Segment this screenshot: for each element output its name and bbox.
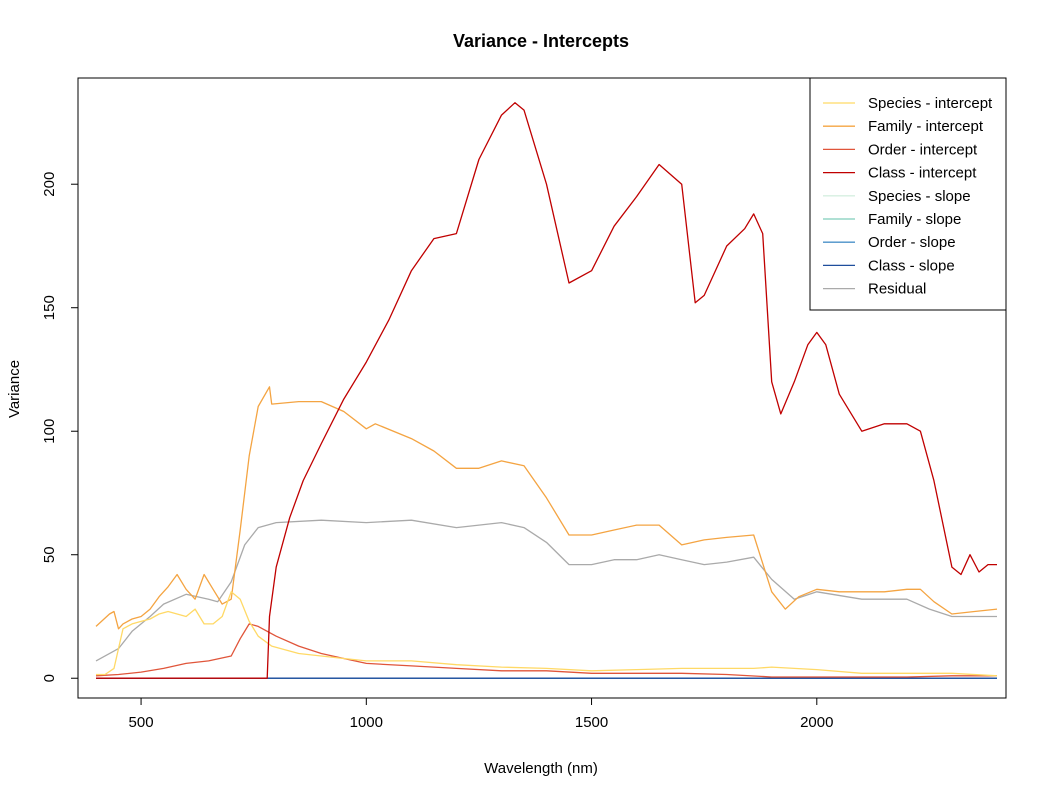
x-tick-label: 1500 xyxy=(575,714,608,731)
legend-label-order-intercept: Order - intercept xyxy=(868,141,978,158)
x-tick-label: 2000 xyxy=(800,714,833,731)
series-line-species-intercept xyxy=(96,591,998,677)
legend-label-species-intercept: Species - intercept xyxy=(868,95,993,112)
legend-label-family-slope: Family - slope xyxy=(868,211,961,228)
y-tick-label: 100 xyxy=(41,419,58,444)
legend-box xyxy=(809,77,1007,311)
legend: Species - intercept Family - intercept Ord… xyxy=(809,77,1007,311)
legend-label-family-intercept: Family - intercept xyxy=(868,118,984,135)
y-tick-label: 0 xyxy=(41,674,58,682)
legend-label-class-intercept: Class - intercept xyxy=(868,165,977,182)
series-line-family-intercept xyxy=(95,386,998,630)
chart-title: Variance - Intercepts xyxy=(453,31,629,51)
x-axis-label: Wavelength (nm) xyxy=(484,760,598,777)
series-line-residual xyxy=(95,519,997,662)
series-line-class-intercept xyxy=(96,102,997,679)
legend-label-class-slope: Class - slope xyxy=(868,257,955,274)
y-axis: 0 50 100 150 200 xyxy=(41,172,79,682)
y-tick-label: 150 xyxy=(41,295,58,320)
legend-label-residual: Residual xyxy=(868,281,926,298)
y-axis-label: Variance xyxy=(6,360,23,418)
x-axis: 500 1000 1500 2000 xyxy=(129,697,833,731)
x-tick-label: 500 xyxy=(129,714,154,731)
y-tick-label: 200 xyxy=(41,172,58,197)
y-tick-label: 50 xyxy=(41,546,58,563)
x-tick-label: 1000 xyxy=(350,714,383,731)
legend-label-species-slope: Species - slope xyxy=(868,188,971,205)
series-line-order-intercept xyxy=(95,623,997,678)
plot-lines xyxy=(95,102,998,679)
legend-label-order-slope: Order - slope xyxy=(868,234,956,251)
